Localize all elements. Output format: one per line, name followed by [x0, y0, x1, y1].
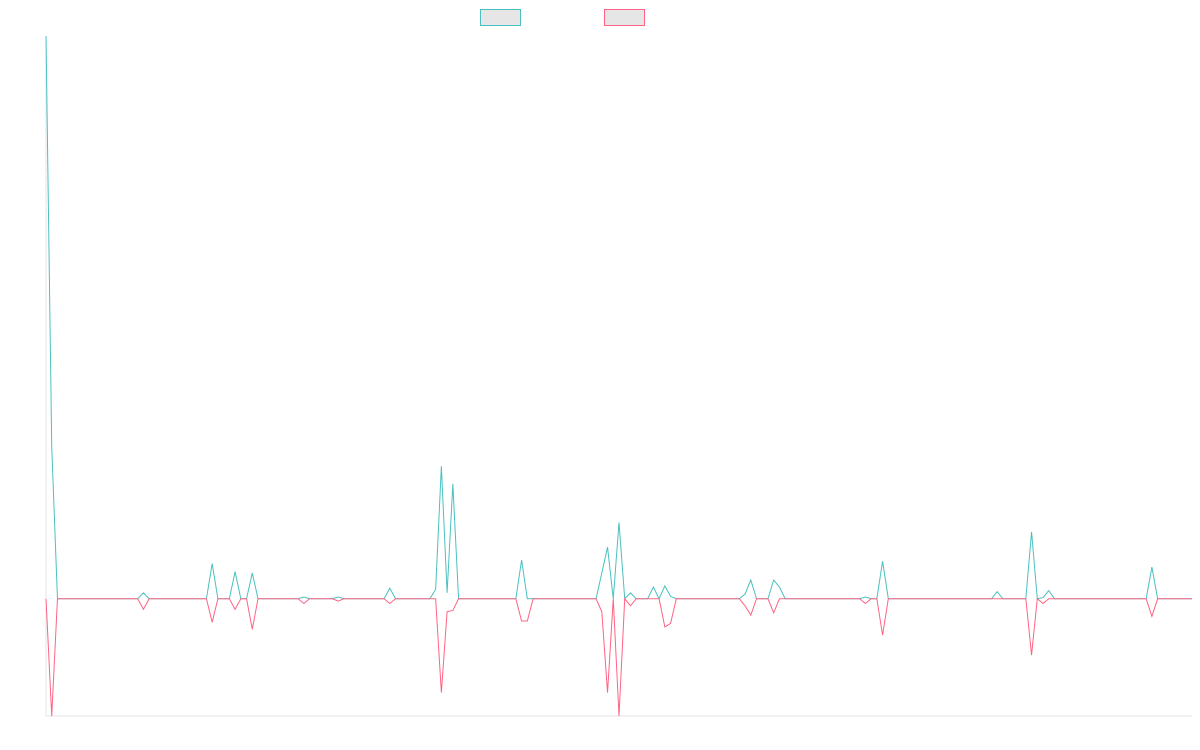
legend-swatch-2 [604, 9, 645, 26]
series-group [45, 35, 1192, 717]
axes [45, 36, 1192, 717]
series-line-2 [45, 597, 1192, 717]
series-line-1 [45, 35, 1192, 600]
legend-item-2 [604, 9, 645, 26]
legend-item-1 [480, 9, 521, 26]
legend [480, 9, 645, 26]
legend-swatch-1 [480, 9, 521, 26]
